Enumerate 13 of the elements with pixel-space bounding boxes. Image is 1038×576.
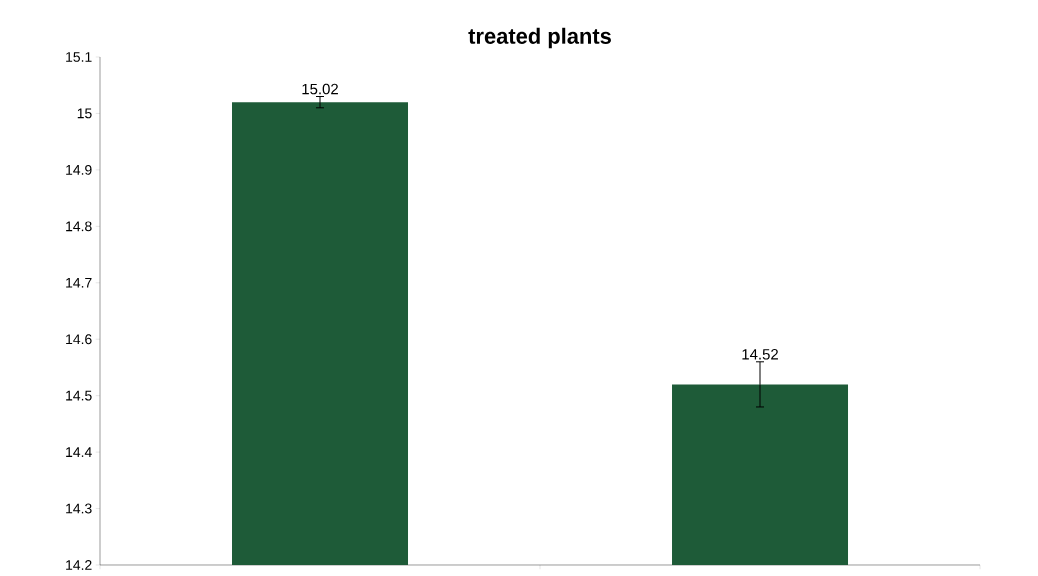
- y-tick-label: 14.2: [66, 560, 92, 570]
- y-tick-label: 14.6: [66, 334, 92, 345]
- y-tick-label: 14.4: [66, 447, 92, 457]
- data-label: 15.02: [302, 83, 338, 95]
- y-tick-label: 15: [77, 108, 92, 119]
- y-tick-label: 14.8: [66, 221, 92, 232]
- y-tick-label: 14.3: [66, 503, 92, 514]
- chart-title: treated plants: [468, 27, 611, 49]
- data-label: 14.52: [742, 348, 778, 360]
- y-tick-label: 14.9: [66, 164, 92, 175]
- y-tick-label: 15.1: [66, 52, 92, 62]
- y-tick-label: 14.5: [66, 390, 92, 401]
- y-tick-label: 14.7: [66, 277, 92, 288]
